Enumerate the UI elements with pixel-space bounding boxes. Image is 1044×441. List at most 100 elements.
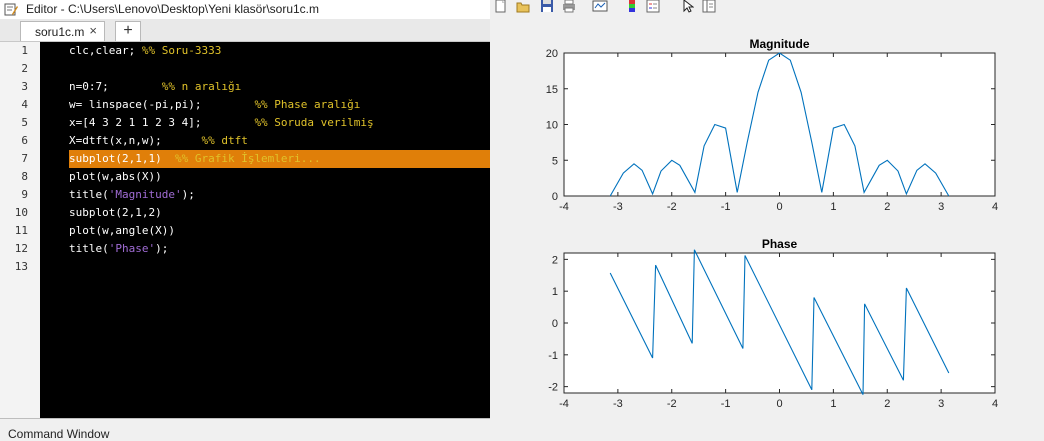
x-tick-label: 2 [884, 201, 890, 213]
code-token: ); [181, 188, 195, 201]
open-file-icon[interactable] [516, 0, 530, 13]
axes-phase[interactable]: Phase -4 -3 -2 -1 0 1 2 3 4 -2 -1 0 1 2 [548, 237, 998, 410]
line-number: 2 [21, 62, 28, 75]
code-string: 'Magnitude' [108, 188, 182, 201]
x-tick-label: 0 [776, 201, 782, 213]
code-comment: %% Soru-3333 [141, 44, 222, 57]
code-token: title( [69, 242, 109, 255]
line-number: 12 [14, 242, 28, 255]
x-tick-label: -2 [667, 201, 677, 213]
x-tick-label: 2 [884, 398, 890, 410]
tab-close-icon[interactable]: × [89, 23, 97, 38]
series-line-magnitude [609, 52, 950, 197]
x-tick-label: -3 [613, 201, 623, 213]
code-line[interactable]: n=0:7; %% n aralığı [69, 78, 241, 96]
code-line[interactable]: subplot(2,1,1) %% Grafik İşlemleri... [69, 150, 321, 168]
code-comment: %% Phase aralığı [254, 98, 361, 111]
current-line-highlight [69, 150, 490, 168]
editor-icon [4, 3, 18, 16]
editor-title-bar[interactable]: Editor - C:\Users\Lenovo\Desktop\Yeni kl… [0, 0, 490, 20]
code-token: x=[4 3 2 1 1 2 3 4]; [69, 116, 255, 129]
tab-soru1c[interactable]: soru1c.m × [20, 21, 105, 41]
x-tick-label: 3 [938, 201, 944, 213]
code-token: ); [155, 242, 169, 255]
line-number: 1 [21, 44, 28, 57]
insert-colorbar-icon[interactable] [626, 0, 638, 13]
code-line[interactable]: plot(w,angle(X)) [69, 222, 175, 240]
link-plot-icon[interactable] [592, 0, 608, 13]
line-number: 8 [21, 170, 28, 183]
y-tick-label: 15 [546, 84, 558, 96]
series-line-phase [609, 249, 950, 395]
save-icon[interactable] [540, 0, 554, 13]
code-line[interactable]: title('Magnitude'); [69, 186, 195, 204]
y-tick-label: 0 [552, 318, 558, 330]
code-token: subplot(2,1,2) [69, 206, 162, 219]
x-tick-label: 4 [992, 398, 998, 410]
command-window-strip[interactable]: Command Window [0, 418, 490, 441]
code-area[interactable]: 1 2 3 4 5 6 7 8 9 10 11 12 13 clc,clear; %% Soru-333… [0, 42, 490, 418]
figure-toolbar [490, 0, 1044, 14]
line-number: 13 [14, 260, 28, 273]
code-comment: %% dtft [201, 134, 248, 147]
y-tick-label: -2 [548, 382, 558, 394]
code-line[interactable]: clc,clear; %% Soru-3333 [69, 42, 221, 60]
code-line[interactable]: title('Phase'); [69, 240, 168, 258]
code-editor[interactable]: clc,clear; %% Soru-3333 n=0:7; %% n aralı… [40, 42, 490, 418]
line-number: 6 [21, 134, 28, 147]
code-token: clc,clear; [69, 44, 142, 57]
y-tick-label: 1 [552, 286, 558, 298]
y-tick-label: -1 [548, 350, 558, 362]
y-tick-label: 20 [546, 48, 558, 60]
plot-area [563, 252, 996, 394]
y-tick-label: 10 [546, 120, 558, 132]
code-comment: %% Soruda verilmiş [254, 116, 374, 129]
x-tick-label: 1 [830, 201, 836, 213]
figure-window: Magnitude -4 -3 -2 -1 0 1 2 3 4 0 5 10 15 20 Phase -4 -3-… [490, 0, 1044, 437]
code-token: plot(w,abs(X)) [69, 170, 162, 183]
line-number: 10 [14, 206, 28, 219]
print-icon[interactable] [562, 0, 576, 13]
x-tick-label: 4 [992, 201, 998, 213]
property-editor-icon[interactable] [702, 0, 716, 13]
new-figure-icon[interactable] [494, 0, 508, 13]
code-line[interactable]: subplot(2,1,2) [69, 204, 162, 222]
line-number-gutter: 1 2 3 4 5 6 7 8 9 10 11 12 13 [0, 42, 40, 418]
line-number: 9 [21, 188, 28, 201]
y-tick-label: 5 [552, 155, 558, 167]
pointer-icon[interactable] [682, 0, 694, 13]
code-line[interactable]: w= linspace(-pi,pi); %% Phase aralığı [69, 96, 360, 114]
axes-title: Phase [762, 237, 798, 251]
code-line[interactable]: X=dtft(x,n,w); %% dtft [69, 132, 248, 150]
code-token: title( [69, 188, 109, 201]
insert-legend-icon[interactable] [646, 0, 660, 13]
x-tick-label: -1 [721, 398, 731, 410]
code-token: n=0:7; [69, 80, 162, 93]
x-tick-label: -4 [559, 398, 569, 410]
x-tick-label: -3 [613, 398, 623, 410]
add-tab-button[interactable]: + [115, 21, 141, 41]
axes-magnitude[interactable]: Magnitude -4 -3 -2 -1 0 1 2 3 4 0 5 10 15 20 [546, 37, 998, 213]
x-tick-label: 3 [938, 398, 944, 410]
code-comment: %% Grafik İşlemleri... [174, 152, 321, 165]
x-tick-label: -2 [667, 398, 677, 410]
code-line[interactable]: x=[4 3 2 1 1 2 3 4]; %% Soruda verilmiş [69, 114, 374, 132]
line-number: 3 [21, 80, 28, 93]
plot-area [563, 52, 996, 197]
y-tick-label: 0 [552, 191, 558, 203]
code-token: subplot(2,1,1) [69, 152, 175, 165]
x-tick-label: 0 [776, 398, 782, 410]
axes-title: Magnitude [750, 37, 810, 51]
tab-label: soru1c.m [35, 25, 85, 39]
code-token: plot(w,angle(X)) [69, 224, 175, 237]
command-window-label: Command Window [8, 427, 110, 441]
code-line[interactable]: plot(w,abs(X)) [69, 168, 162, 186]
line-number: 7 [21, 152, 28, 165]
code-comment: %% n aralığı [161, 80, 242, 93]
y-tick-label: 2 [552, 254, 558, 266]
editor-title: Editor - C:\Users\Lenovo\Desktop\Yeni kl… [26, 2, 320, 16]
code-token: w= linspace(-pi,pi); [69, 98, 255, 111]
line-number: 11 [14, 224, 28, 237]
x-tick-label: -4 [559, 201, 569, 213]
